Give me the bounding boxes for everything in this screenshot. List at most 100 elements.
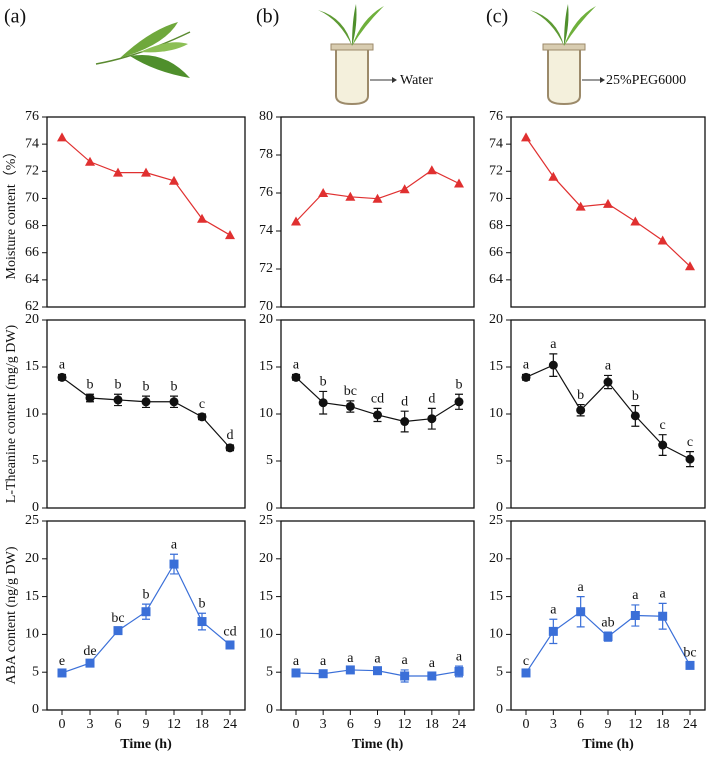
significance-letter: b xyxy=(143,587,150,602)
significance-letter: b xyxy=(199,596,206,611)
marker xyxy=(548,360,558,370)
marker xyxy=(113,395,123,405)
marker xyxy=(603,198,613,208)
x-tick-label: 6 xyxy=(115,717,122,732)
y-tick-label: 25 xyxy=(259,513,273,528)
x-tick-label: 3 xyxy=(320,717,327,732)
marker xyxy=(113,626,123,636)
marker xyxy=(576,607,586,617)
marker xyxy=(372,193,383,203)
y-tick-label: 0 xyxy=(496,500,503,515)
y-tick-label: 5 xyxy=(266,453,273,468)
marker xyxy=(400,671,410,681)
significance-letter: a xyxy=(402,653,409,668)
marker xyxy=(345,191,356,201)
significance-letter: d xyxy=(428,392,435,407)
marker xyxy=(521,132,531,142)
y-tick-label: 0 xyxy=(496,702,503,717)
marker xyxy=(291,216,301,226)
x-tick-label: 6 xyxy=(577,717,584,732)
significance-letter: c xyxy=(199,397,205,412)
y-tick-label: 5 xyxy=(32,664,39,679)
marker xyxy=(141,167,151,177)
x-tick-label: 12 xyxy=(628,717,642,732)
y-tick-label: 76 xyxy=(259,185,273,200)
y-tick-label: 20 xyxy=(259,551,273,566)
significance-letter: b xyxy=(171,379,178,394)
significance-letter: a xyxy=(374,652,381,667)
marker xyxy=(345,665,355,675)
x-tick-label: 0 xyxy=(59,717,66,732)
significance-letter: a xyxy=(632,588,639,603)
marker xyxy=(658,611,668,621)
y-tick-label: 74 xyxy=(489,136,503,151)
y-tick-label: 68 xyxy=(25,218,39,233)
marker xyxy=(521,372,531,382)
plot-frame xyxy=(510,319,706,509)
x-tick-label: 12 xyxy=(398,717,412,732)
y-tick-label: 74 xyxy=(25,136,39,151)
x-tick-label: 9 xyxy=(605,717,612,732)
significance-letter: a xyxy=(429,656,436,671)
significance-letter: a xyxy=(550,602,557,617)
marker xyxy=(521,668,531,678)
marker xyxy=(685,454,695,464)
significance-letter: a xyxy=(171,537,178,552)
y-tick-label: 70 xyxy=(25,191,39,206)
x-tick-label: 24 xyxy=(223,717,237,732)
marker xyxy=(685,660,695,670)
marker xyxy=(345,401,355,411)
marker xyxy=(169,559,179,569)
y-tick-label: 66 xyxy=(489,245,503,260)
y-tick-label: 64 xyxy=(25,272,39,287)
marker xyxy=(85,658,95,668)
y-tick-label: 10 xyxy=(259,406,273,421)
marker xyxy=(57,132,67,142)
significance-letter: bc xyxy=(683,646,696,661)
y-axis-label: L-Theanine content (mg/g DW) xyxy=(4,324,19,503)
significance-letter: b xyxy=(143,379,150,394)
marker xyxy=(197,412,207,422)
y-tick-label: 20 xyxy=(489,312,503,327)
tea-leaves xyxy=(95,22,191,78)
x-tick-label: 24 xyxy=(683,717,697,732)
y-tick-label: 15 xyxy=(25,359,39,374)
significance-letter: cd xyxy=(223,624,236,639)
panel-label: (a) xyxy=(4,6,26,28)
y-tick-label: 70 xyxy=(489,191,503,206)
medium-label: Water xyxy=(400,73,433,88)
marker xyxy=(685,261,695,271)
marker xyxy=(630,411,640,421)
marker xyxy=(575,201,586,211)
marker xyxy=(291,372,301,382)
y-tick-label: 5 xyxy=(266,664,273,679)
marker xyxy=(630,611,640,620)
marker xyxy=(197,617,207,627)
y-tick-label: 10 xyxy=(489,627,503,642)
x-tick-label: 18 xyxy=(195,717,209,732)
panel-label: (c) xyxy=(486,6,508,28)
marker xyxy=(225,443,235,453)
y-tick-label: 20 xyxy=(25,551,39,566)
y-tick-label: 0 xyxy=(32,702,39,717)
significance-letter: c xyxy=(660,418,666,433)
significance-letter: a xyxy=(660,587,667,602)
marker xyxy=(426,165,437,175)
y-tick-label: 25 xyxy=(25,513,39,528)
significance-letter: cd xyxy=(371,392,384,407)
significance-letter: d xyxy=(227,428,234,443)
marker xyxy=(197,213,207,223)
plot-frame xyxy=(46,116,246,308)
y-tick-label: 10 xyxy=(25,406,39,421)
marker xyxy=(657,235,668,245)
marker xyxy=(427,671,437,681)
medium-label: 25%PEG6000 xyxy=(606,73,686,88)
y-tick-label: 80 xyxy=(259,109,273,124)
y-tick-label: 5 xyxy=(496,664,503,679)
x-tick-label: 3 xyxy=(550,717,557,732)
significance-letter: a xyxy=(605,359,612,374)
marker xyxy=(454,178,464,188)
significance-letter: bc xyxy=(111,611,124,626)
significance-letter: a xyxy=(347,651,354,666)
